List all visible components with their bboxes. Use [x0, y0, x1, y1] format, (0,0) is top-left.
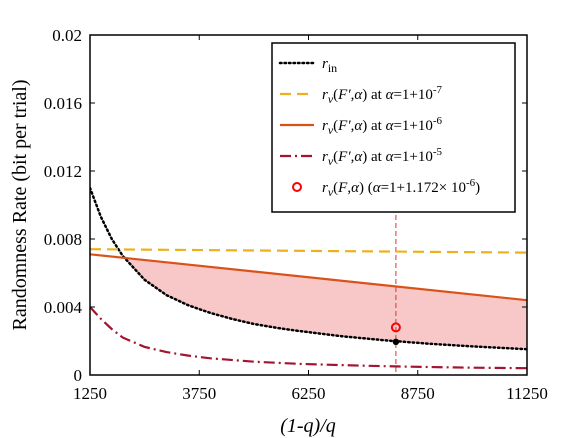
shaded-region	[126, 258, 527, 350]
legend-entry-0: rin	[322, 56, 337, 75]
legend-entry-2: rν(F′,α) at α=1+10-6	[322, 115, 443, 137]
legend-entry-4: rν(F,α) (α=1+1.172× 10-6)	[322, 177, 480, 199]
x-axis-label: (1-q)/q	[280, 415, 336, 437]
legend-entry-1: rν(F′,α) at α=1+10-7	[322, 84, 443, 106]
legend-box	[271, 42, 516, 213]
marker-point	[390, 322, 401, 333]
x-tick-label: 6250	[292, 384, 326, 403]
legend-entry-3: rν(F′,α) at α=1+10-5	[322, 146, 443, 168]
y-tick-label: 0.016	[44, 94, 82, 113]
y-tick-label: 0.012	[44, 162, 82, 181]
series-line-3	[90, 306, 527, 370]
x-tick-label: 3750	[182, 384, 216, 403]
y-tick-label: 0.008	[44, 230, 82, 249]
y-tick-label: 0.02	[52, 26, 82, 45]
legend: rin rν(F′,α) at α=1+10-7 rν(F′,α) at α=1+1…	[271, 42, 516, 213]
x-tick-label: 1250	[73, 384, 107, 403]
series-line-0	[90, 186, 527, 351]
black-point	[392, 338, 400, 346]
x-tick-label: 11250	[506, 384, 548, 403]
legend-marker-4	[292, 182, 302, 192]
x-tick-label: 8750	[401, 384, 435, 403]
y-tick-label: 0.004	[44, 298, 83, 317]
series-line-2	[90, 253, 527, 302]
y-axis-label: Randomness Rate (bit per trial)	[9, 79, 31, 330]
y-tick-label: 0	[74, 366, 83, 385]
series-line-1	[90, 248, 527, 254]
